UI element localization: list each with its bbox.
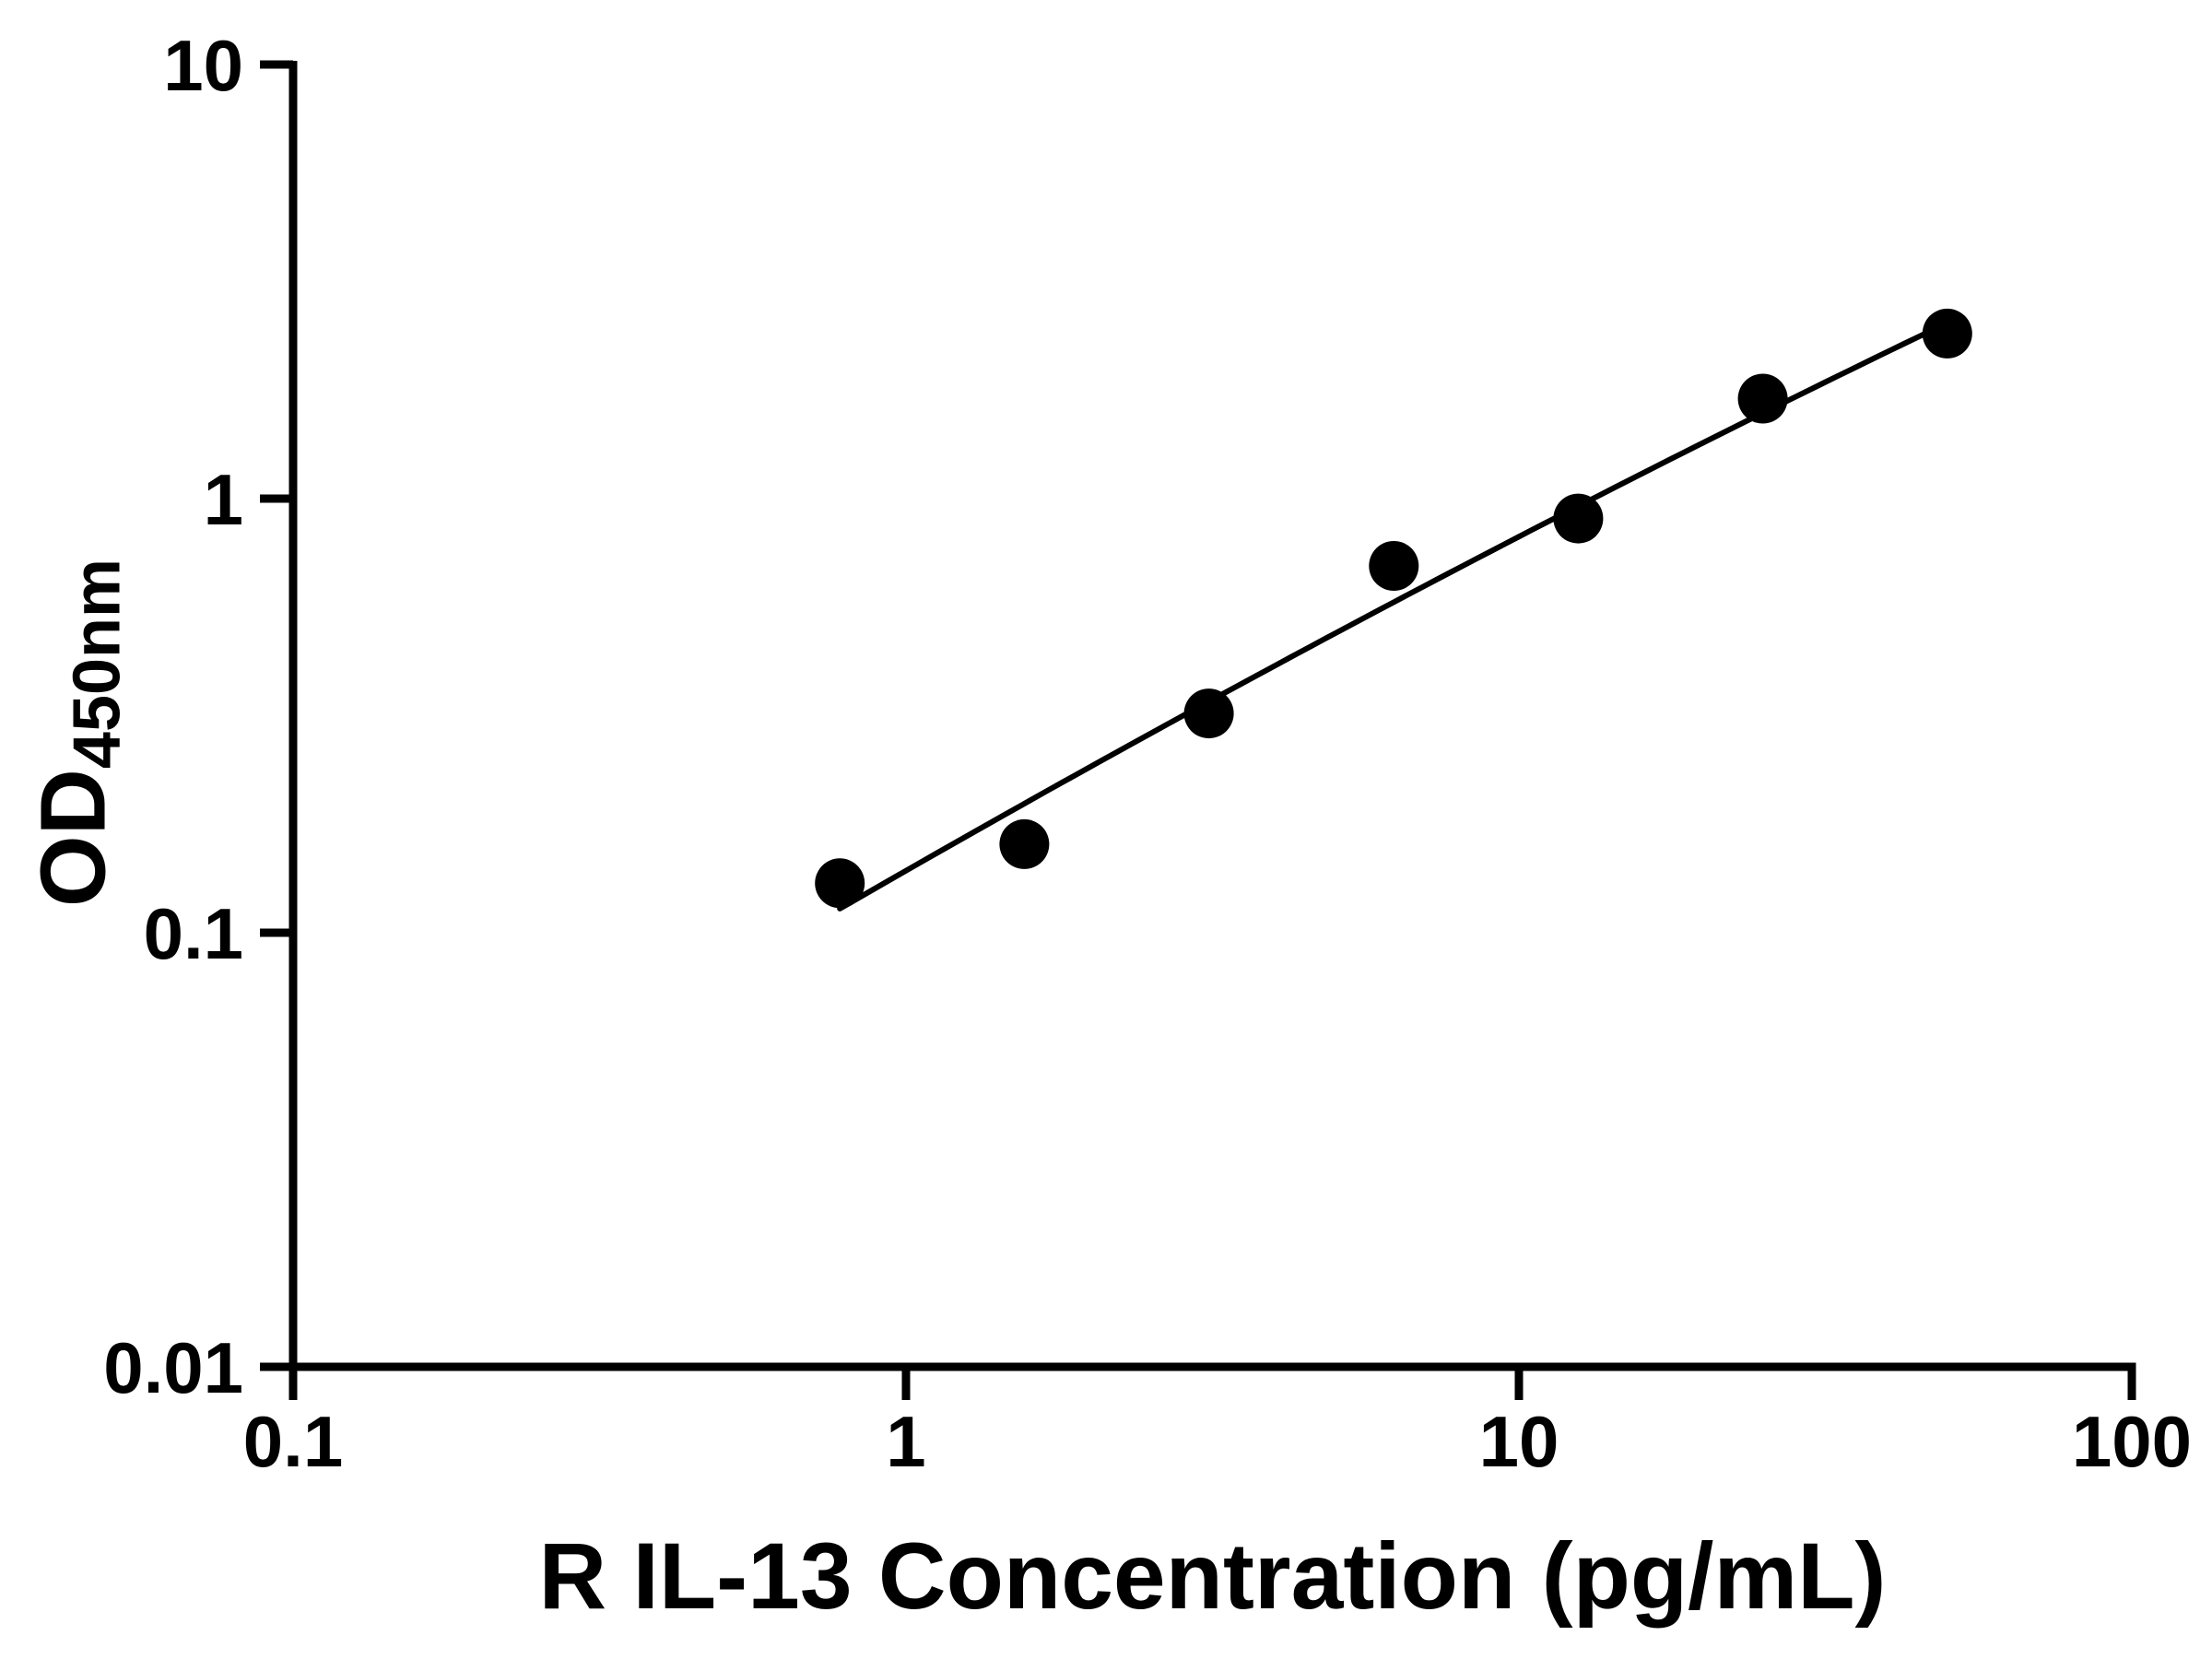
x-tick-label: 1 xyxy=(886,1401,925,1482)
y-tick-label: 0.01 xyxy=(103,1327,243,1408)
x-tick-label: 100 xyxy=(2072,1401,2192,1482)
y-tick-label: 1 xyxy=(204,459,243,540)
data-point xyxy=(1922,308,1972,359)
data-point xyxy=(1369,541,1419,591)
y-tick-label: 10 xyxy=(163,25,243,106)
data-point xyxy=(999,818,1050,869)
data-point xyxy=(815,858,865,909)
y-axis-title-sub: 450nm xyxy=(60,558,135,770)
data-point xyxy=(1553,493,1604,544)
y-axis-title-main: OD xyxy=(21,769,125,908)
x-tick-label: 0.1 xyxy=(243,1401,343,1482)
data-point xyxy=(1183,688,1234,739)
x-axis-title: R IL-13 Concentration (pg/mL) xyxy=(538,1524,1887,1629)
data-point xyxy=(1737,373,1788,424)
y-axis-title: OD450nm xyxy=(21,559,135,908)
y-tick-label: 0.1 xyxy=(144,893,243,974)
x-tick-label: 10 xyxy=(1479,1401,1559,1482)
